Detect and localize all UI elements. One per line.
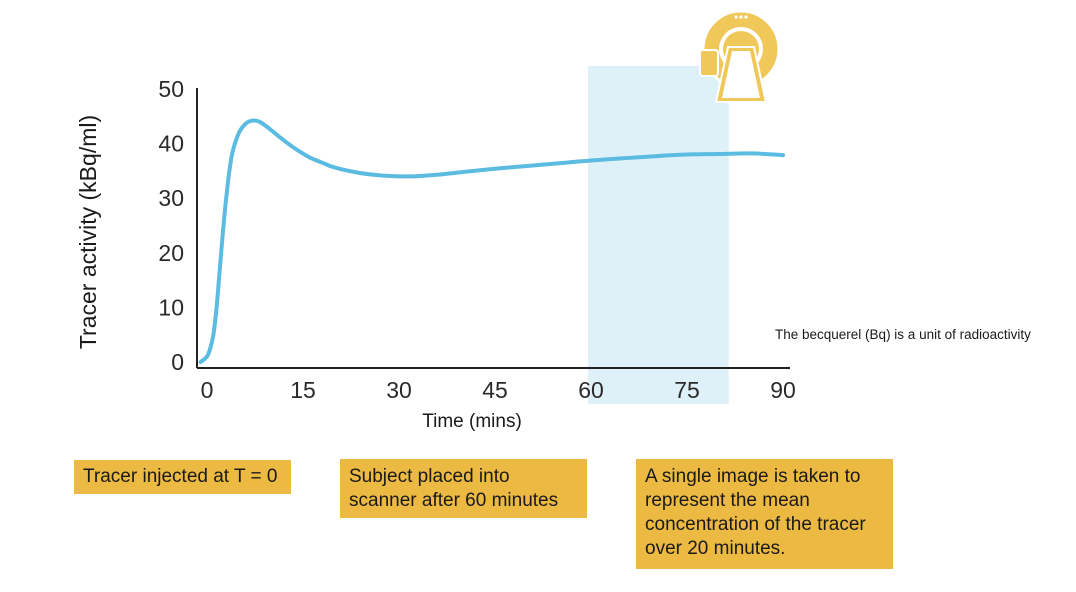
x-tick-label: 15 (290, 377, 316, 403)
y-tick-label: 20 (158, 240, 184, 266)
x-axis-title: Time (mins) (422, 411, 522, 432)
y-tick-label: 30 (158, 185, 184, 211)
becquerel-note: The becquerel (Bq) is a unit of radioact… (775, 327, 1031, 342)
callout-single-image: A single image is taken to represent the… (636, 459, 893, 569)
x-tick-label: 45 (482, 377, 508, 403)
pet-scanner-icon (696, 4, 786, 104)
y-tick-label: 50 (158, 76, 184, 102)
scan-window-highlight (588, 66, 729, 404)
x-tick-label: 30 (386, 377, 412, 403)
y-tick-label: 40 (158, 131, 184, 157)
x-tick-label: 90 (770, 377, 796, 403)
x-tick-label: 60 (578, 377, 604, 403)
x-tick-label: 75 (674, 377, 700, 403)
callout-scanner-placement: Subject placed into scanner after 60 min… (340, 459, 587, 518)
x-tick-label: 0 (201, 377, 214, 403)
y-axis-title: Tracer activity (kBq/ml) (75, 115, 101, 349)
y-tick-label: 0 (171, 349, 184, 375)
callout-injection: Tracer injected at T = 0 (74, 460, 291, 494)
tracer-activity-line (198, 118, 785, 364)
y-tick-label: 10 (158, 294, 184, 320)
